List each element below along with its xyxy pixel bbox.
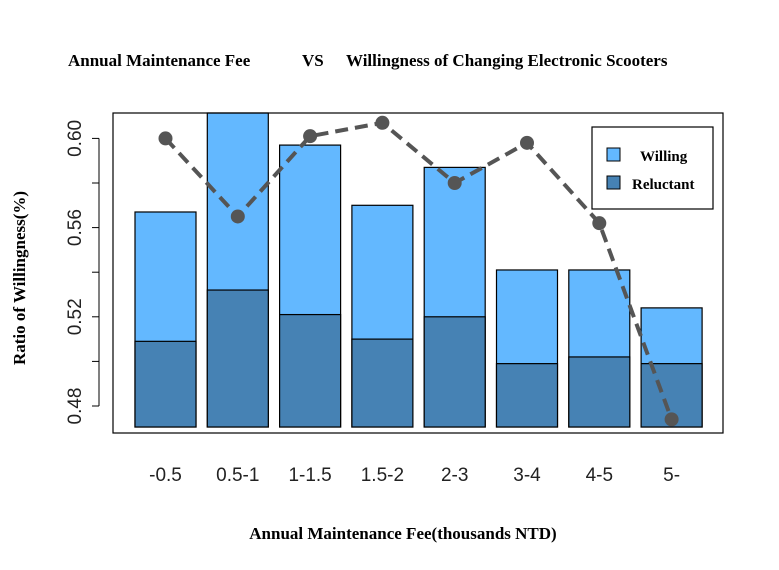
bars-group — [134, 112, 703, 428]
trend-point — [592, 216, 607, 231]
x-tick-label: 1-1.5 — [288, 465, 331, 486]
y-axis: 0.48 0.52 0.56 0.60 — [65, 120, 100, 425]
trend-point — [375, 115, 390, 130]
trend-point — [447, 176, 462, 190]
x-tick-label: 5- — [663, 465, 680, 486]
y-tick-label: 0.60 — [65, 120, 86, 157]
plot-frame — [112, 112, 724, 434]
x-tick-label: 0.5-1 — [216, 465, 259, 486]
bar-reluctant — [423, 316, 486, 428]
y-tick-label: 0.52 — [65, 298, 86, 335]
trend-line-group — [158, 115, 679, 427]
x-axis-label: Annual Maintenance Fee(thousands NTD) — [249, 524, 556, 543]
bar-reluctant — [351, 338, 414, 428]
trend-line — [164, 120, 674, 421]
bar-reluctant — [495, 363, 559, 428]
legend-label-willing: Willing — [640, 149, 688, 165]
y-tick-label: 0.56 — [65, 209, 86, 246]
bar-reluctant — [568, 356, 631, 428]
x-tick-label: 4-5 — [586, 465, 613, 486]
legend-label-reluctant: Reluctant — [632, 177, 695, 193]
x-tick-label: 1.5-2 — [361, 465, 404, 486]
x-axis: -0.5 0.5-1 1-1.5 1.5-2 2-3 3-4 4-5 5- — [149, 465, 680, 486]
trend-point — [664, 412, 679, 427]
legend-swatch-reluctant — [606, 175, 621, 190]
x-tick-label: 2-3 — [441, 465, 468, 486]
legend-swatch-willing — [606, 147, 621, 162]
x-tick-label: 3-4 — [513, 465, 541, 486]
chart-title-left: Annual Maintenance Fee — [68, 51, 251, 70]
y-tick-label: 0.48 — [65, 388, 86, 425]
chart-title-mid: VS — [302, 51, 324, 70]
bar-reluctant — [134, 340, 197, 428]
legend-box — [591, 126, 714, 210]
chart-title-right: Willingness of Changing Electronic Scoot… — [346, 51, 668, 70]
trend-point — [303, 129, 318, 144]
legend: Willing Reluctant — [591, 126, 714, 210]
trend-point — [158, 131, 173, 146]
x-tick-label: -0.5 — [149, 465, 182, 486]
bar-reluctant — [279, 313, 342, 428]
trend-point — [520, 135, 534, 150]
y-axis-label: Ratio of Willingness(%) — [10, 191, 29, 365]
bar-reluctant — [206, 289, 269, 428]
trend-point — [230, 209, 245, 224]
